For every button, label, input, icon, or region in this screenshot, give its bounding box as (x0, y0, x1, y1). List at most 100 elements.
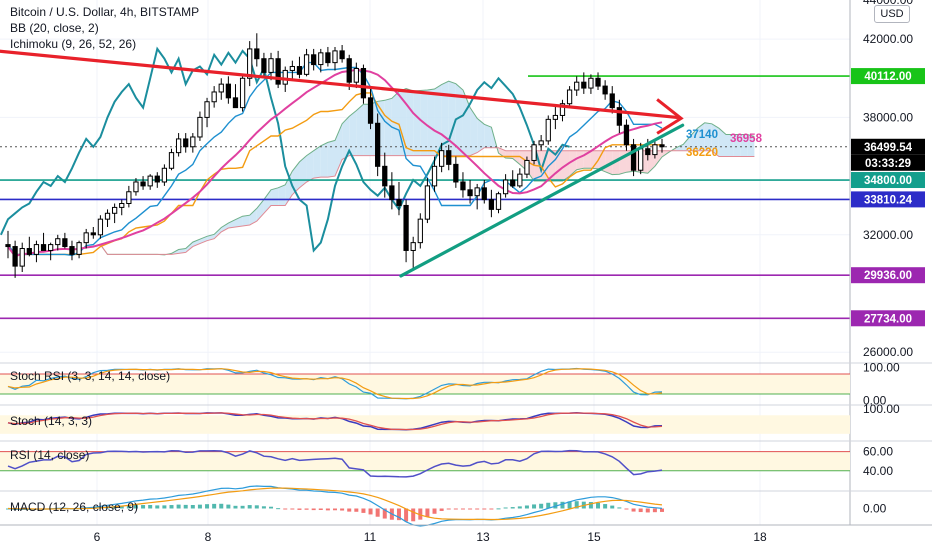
level-tag (851, 191, 925, 208)
candle (538, 135, 544, 151)
candle-body (119, 203, 125, 208)
candle-body (453, 163, 459, 183)
ichimoku-indicator-label: Ichimoku (9, 26, 52, 26) (10, 37, 137, 51)
candle (375, 113, 381, 177)
cloud-segment (185, 242, 193, 253)
macd-hist-bar (148, 504, 153, 509)
cloud-segment (555, 150, 563, 181)
cloud-segment (306, 150, 314, 182)
candle (232, 84, 239, 109)
macd-hist-bar (368, 508, 373, 515)
candle (26, 236, 32, 257)
candle (325, 46, 331, 67)
macd-hist-bar (482, 508, 487, 510)
cloud-segment (569, 150, 577, 177)
candle-body (595, 77, 601, 87)
macd-hist-bar (396, 508, 401, 521)
macd-hist-bar (361, 508, 366, 513)
candle (140, 176, 146, 190)
candle (474, 183, 480, 210)
level-tag (851, 68, 925, 85)
level-tag-label: 33810.24 (864, 194, 913, 206)
candle-body (133, 181, 139, 193)
candle-body (268, 58, 274, 73)
candle-body (602, 85, 608, 95)
macd-hist-bar (496, 508, 501, 510)
bb-indicator-label: BB (20, close, 2) (10, 21, 99, 35)
annotation-label: 36958 (730, 133, 763, 145)
candle (488, 189, 495, 218)
candle (197, 111, 203, 141)
macd-line (7, 485, 663, 527)
candle-body (531, 144, 537, 161)
time-tick-label: 8 (205, 530, 212, 544)
candle (90, 226, 96, 239)
cloud-segment (271, 187, 279, 206)
macd-hist-bar (475, 508, 480, 510)
candle (339, 45, 345, 63)
candle (254, 33, 260, 67)
candle-body (12, 246, 18, 267)
macd-hist-bar (510, 507, 515, 509)
price-tick-label: 38000.00 (863, 110, 913, 124)
macd-hist-bar (226, 504, 231, 509)
stoch-rsi-d (7, 368, 663, 400)
level-tag (851, 138, 925, 155)
candle-body (147, 175, 153, 187)
candle-body (367, 97, 374, 124)
candle-body (460, 181, 466, 191)
candle-body (225, 83, 232, 99)
cloud-segment (733, 134, 741, 157)
macd-hist-bar (126, 505, 131, 509)
rsi-line (7, 449, 663, 478)
macd-hist-bar (133, 504, 138, 509)
candle-body (645, 148, 651, 156)
level-tag (851, 310, 925, 327)
candle-body (275, 58, 281, 85)
candle (119, 199, 125, 216)
candle-body (446, 150, 452, 165)
cloud-segment (384, 98, 392, 156)
currency-button[interactable]: USD (874, 5, 910, 23)
support-trendline (399, 123, 685, 278)
macd-hist-bar (119, 505, 124, 509)
cloud-segment (228, 219, 236, 228)
candle-body (566, 89, 573, 105)
candle (531, 140, 537, 165)
cloud-segment (263, 189, 272, 214)
candle-body (360, 67, 367, 99)
macd-hist-bar (283, 508, 288, 510)
candle (12, 240, 18, 278)
candle (659, 138, 665, 153)
cloud-segment (278, 184, 286, 206)
candle-body (311, 54, 317, 66)
macd-hist-bar (610, 505, 615, 509)
candle (446, 144, 452, 171)
macd-hist-bar (524, 505, 529, 509)
candle-body (197, 116, 203, 138)
candle (296, 56, 303, 79)
cloud-segment (342, 116, 350, 160)
candle (367, 88, 374, 130)
macd-hist-bar (660, 508, 664, 512)
candle-body (630, 144, 637, 171)
candle (438, 142, 445, 173)
pane-tick-label: 60.00 (863, 445, 893, 459)
stoch-band (0, 415, 850, 434)
macd-hist-bar (297, 508, 302, 510)
macd-hist-bar (624, 508, 629, 510)
macd-hist-bar (169, 505, 174, 509)
candle-body (161, 167, 168, 183)
cloud-segment (406, 88, 414, 156)
candle (168, 148, 175, 171)
rsi-label: RSI (14, close) (10, 448, 90, 462)
stoch-pane (0, 412, 850, 434)
macd-hist-bar (162, 505, 167, 509)
stoch-label: Stoch (14, 3, 3) (10, 414, 93, 428)
level-tag (851, 172, 925, 189)
candle-body (175, 138, 182, 154)
time-tick-label: 15 (587, 530, 601, 544)
candle (382, 152, 388, 198)
stoch-rsi-k (7, 367, 663, 400)
